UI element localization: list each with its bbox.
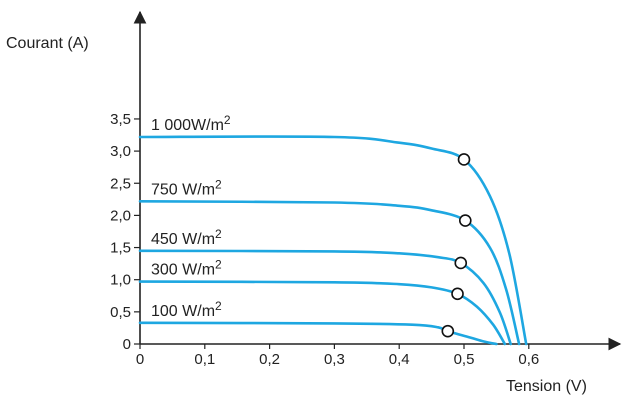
x-tick-label: 0,4 (389, 351, 410, 368)
curve-label-2: 450 W/m2 (151, 227, 222, 248)
y-axis-title: Courant (A) (6, 35, 89, 52)
x-axis-title: Tension (V) (506, 378, 587, 395)
iv-curve-0 (138, 135, 528, 346)
x-tick-label: 0 (136, 351, 144, 368)
mpp-marker-2 (454, 256, 468, 270)
y-tick-label: 1,0 (110, 272, 131, 289)
y-tick-label: 0,5 (110, 304, 131, 321)
y-tick-label: 3,0 (110, 143, 131, 160)
y-tick-label: 0 (123, 336, 131, 353)
mpp-marker-1 (458, 214, 472, 227)
mpp-marker-0 (457, 153, 471, 166)
x-tick-label: 0,3 (324, 351, 345, 368)
iv-curve-4 (138, 321, 498, 346)
y-tick-label: 2,0 (110, 207, 131, 224)
y-tick-label: 1,5 (110, 240, 131, 257)
curve-label-3: 300 W/m2 (151, 258, 222, 279)
mpp-marker-3 (451, 287, 464, 301)
y-tick-label: 3,5 (110, 111, 131, 128)
x-tick-label: 0,6 (518, 351, 539, 368)
x-tick-label: 0,2 (259, 351, 280, 368)
mpp-marker-4 (441, 324, 455, 338)
iv-curve-3 (138, 280, 507, 346)
y-tick-label: 2,5 (110, 175, 131, 192)
iv-curve-1 (138, 200, 521, 346)
curve-label-4: 100 W/m2 (151, 299, 222, 320)
x-tick-label: 0,5 (454, 351, 475, 368)
x-tick-label: 0,1 (194, 351, 215, 368)
curve-label-0: 1 000W/m2 (151, 113, 231, 134)
iv-curve-2 (138, 249, 512, 346)
curve-label-1: 750 W/m2 (151, 177, 222, 198)
